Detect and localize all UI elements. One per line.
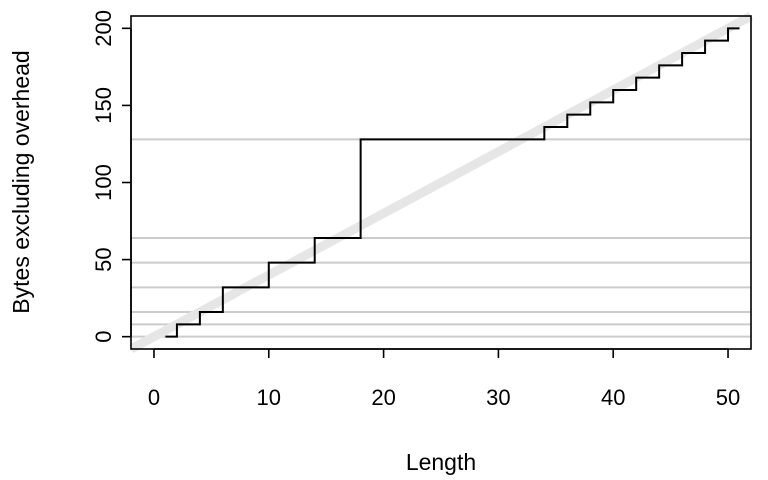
step-line (165, 27, 740, 338)
y-tick-label: 200 (91, 10, 116, 47)
diagonal-reference-line (128, 12, 754, 353)
x-axis: 0 10 20 30 40 50 (148, 348, 740, 410)
y-tick-label: 150 (91, 87, 116, 124)
y-tick-label: 0 (91, 331, 116, 343)
step-series (165, 27, 740, 338)
x-tick-label: 30 (486, 385, 510, 410)
diagonal-reference-segment (128, 12, 754, 353)
x-tick-label: 50 (716, 385, 740, 410)
y-axis: 0 50 100 150 200 (91, 10, 132, 343)
y-tick-label: 50 (91, 247, 116, 271)
x-tick-label: 40 (601, 385, 625, 410)
y-tick-label: 100 (91, 164, 116, 201)
reference-hlines (131, 138, 751, 338)
x-tick-label: 20 (371, 385, 395, 410)
x-tick-label: 10 (257, 385, 281, 410)
y-axis-title: Bytes excluding overhead (8, 50, 34, 313)
x-tick-label: 0 (148, 385, 160, 410)
x-axis-title: Length (406, 449, 476, 475)
